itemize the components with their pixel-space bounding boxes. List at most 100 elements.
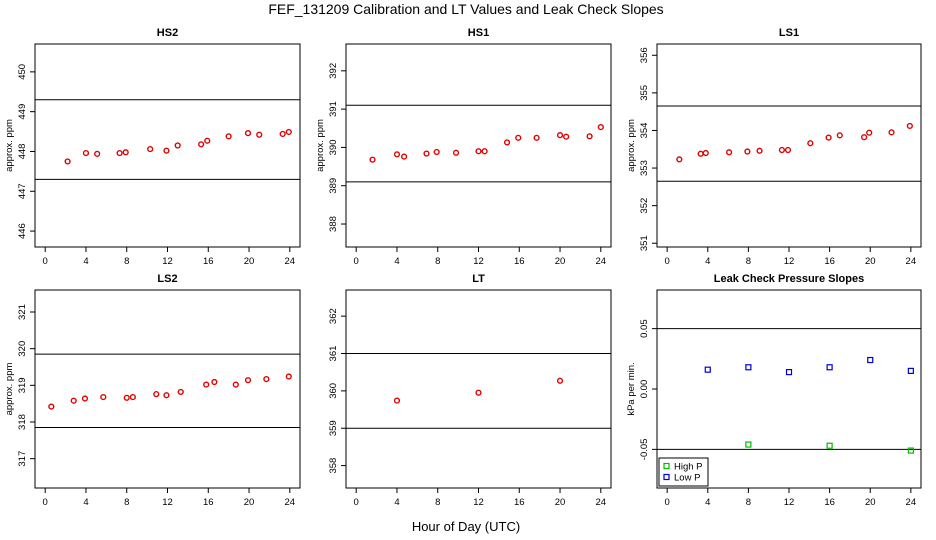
x-tick-label: 20 xyxy=(244,497,255,508)
data-point xyxy=(70,397,77,404)
x-tick-label: 8 xyxy=(435,497,440,508)
x-tick-label: 24 xyxy=(906,497,917,508)
data-point-high-p xyxy=(745,441,752,448)
x-tick-label: 20 xyxy=(244,256,255,267)
data-point xyxy=(866,129,873,136)
data-point xyxy=(204,137,211,144)
y-tick-label: 356 xyxy=(639,47,650,63)
y-axis-label: kPa per min. xyxy=(626,362,637,415)
x-tick-label: 4 xyxy=(394,256,399,267)
plot-frame xyxy=(345,289,612,489)
data-point xyxy=(784,146,792,154)
data-point xyxy=(533,134,540,141)
data-point xyxy=(702,149,709,157)
data-point xyxy=(586,133,593,140)
data-point xyxy=(825,134,832,141)
legend-marker-low-p xyxy=(663,473,670,481)
data-point xyxy=(452,149,460,156)
data-point xyxy=(82,149,90,157)
y-tick-label: 354 xyxy=(639,123,650,139)
panel-leak-check-pressure-slopes: Leak Check Pressure Slopes 0 4 8 12 16 20 24 -0.… xyxy=(626,273,922,508)
data-point-high-p xyxy=(826,442,833,449)
x-tick-label: 24 xyxy=(285,497,296,508)
data-point-low-p xyxy=(745,364,752,371)
legend-box xyxy=(658,457,709,487)
plot-frame xyxy=(345,43,612,248)
panel-hs1: HS1 0 4 8 12 16 20 24 388 389 390 391 392 approx. ppm xyxy=(315,27,612,267)
panel-ls1: LS1 0 4 8 12 16 20 24 351 352 353 354 355 356 approx. … xyxy=(626,27,922,267)
x-tick-label: 16 xyxy=(514,256,525,267)
data-point xyxy=(232,381,239,388)
data-point xyxy=(807,140,814,147)
x-tick-label: 12 xyxy=(473,497,484,508)
data-point-low-p xyxy=(785,368,793,376)
data-point xyxy=(393,397,401,404)
data-point-high-p xyxy=(907,447,914,454)
data-point xyxy=(906,122,913,130)
data-point xyxy=(211,378,218,386)
y-tick-label: 351 xyxy=(639,235,650,251)
y-tick-label: 318 xyxy=(17,414,28,430)
data-point xyxy=(177,388,184,396)
data-point xyxy=(116,149,123,157)
data-point xyxy=(836,132,843,139)
data-point xyxy=(393,151,401,158)
data-point xyxy=(263,376,270,383)
x-tick-label: 8 xyxy=(746,497,751,508)
data-point xyxy=(129,393,136,401)
panel-lt: LT 0 4 8 12 16 20 24 358 359 360 361 362 xyxy=(328,273,612,508)
x-tick-label: 12 xyxy=(162,256,173,267)
x-tick-label: 0 xyxy=(43,497,48,508)
y-tick-label: 389 xyxy=(328,178,339,194)
y-tick-label: 388 xyxy=(328,216,339,232)
data-point xyxy=(285,373,292,380)
legend-label: Low P xyxy=(674,473,700,484)
y-tick-label: 353 xyxy=(639,160,650,176)
data-point xyxy=(244,130,252,137)
x-tick-label: 0 xyxy=(354,497,359,508)
data-point xyxy=(203,381,210,388)
y-tick-label: 361 xyxy=(328,346,339,362)
y-tick-label: 362 xyxy=(328,308,339,324)
data-point xyxy=(475,389,482,396)
data-point-low-p xyxy=(826,364,833,371)
panel-title: LS1 xyxy=(779,27,799,39)
data-point xyxy=(515,134,522,141)
x-tick-label: 4 xyxy=(83,497,88,508)
y-axis-label: approx. ppm xyxy=(626,119,637,172)
data-point xyxy=(48,403,55,410)
data-point xyxy=(423,150,430,157)
x-tick-label: 4 xyxy=(83,256,88,267)
data-point xyxy=(888,129,895,136)
panel-title: LT xyxy=(472,273,485,285)
data-point xyxy=(174,142,181,149)
figure-title: FEF_131209 Calibration and LT Values and… xyxy=(268,1,663,17)
data-point xyxy=(279,130,286,138)
y-tick-label: 0.00 xyxy=(639,380,650,399)
x-tick-label: 4 xyxy=(705,256,710,267)
data-point xyxy=(256,131,263,138)
x-tick-label: 12 xyxy=(784,256,795,267)
x-tick-label: 0 xyxy=(354,256,359,267)
x-tick-label: 12 xyxy=(784,497,795,508)
panel-ls2: LS2 0 4 8 12 16 20 24 317 318 319 320 321 approx. ppm xyxy=(4,273,301,508)
data-point xyxy=(122,149,129,156)
y-axis-label: approx. ppm xyxy=(4,363,15,416)
plot-frame xyxy=(656,43,922,248)
plot-frame xyxy=(34,289,301,489)
y-tick-label: 392 xyxy=(328,63,339,79)
panel-title: HS2 xyxy=(157,27,178,39)
data-point xyxy=(369,156,376,163)
plot-frame xyxy=(34,43,301,248)
x-tick-label: 16 xyxy=(824,256,835,267)
x-tick-label: 4 xyxy=(705,497,710,508)
data-point xyxy=(725,149,733,156)
y-axis-label: approx. ppm xyxy=(4,119,15,172)
data-point xyxy=(400,153,408,160)
data-point xyxy=(100,393,107,401)
y-tick-label: 352 xyxy=(639,198,650,214)
x-tick-label: 16 xyxy=(514,497,525,508)
x-tick-label: 24 xyxy=(596,497,607,508)
data-point xyxy=(744,148,751,155)
y-tick-label: 0.05 xyxy=(639,319,650,338)
